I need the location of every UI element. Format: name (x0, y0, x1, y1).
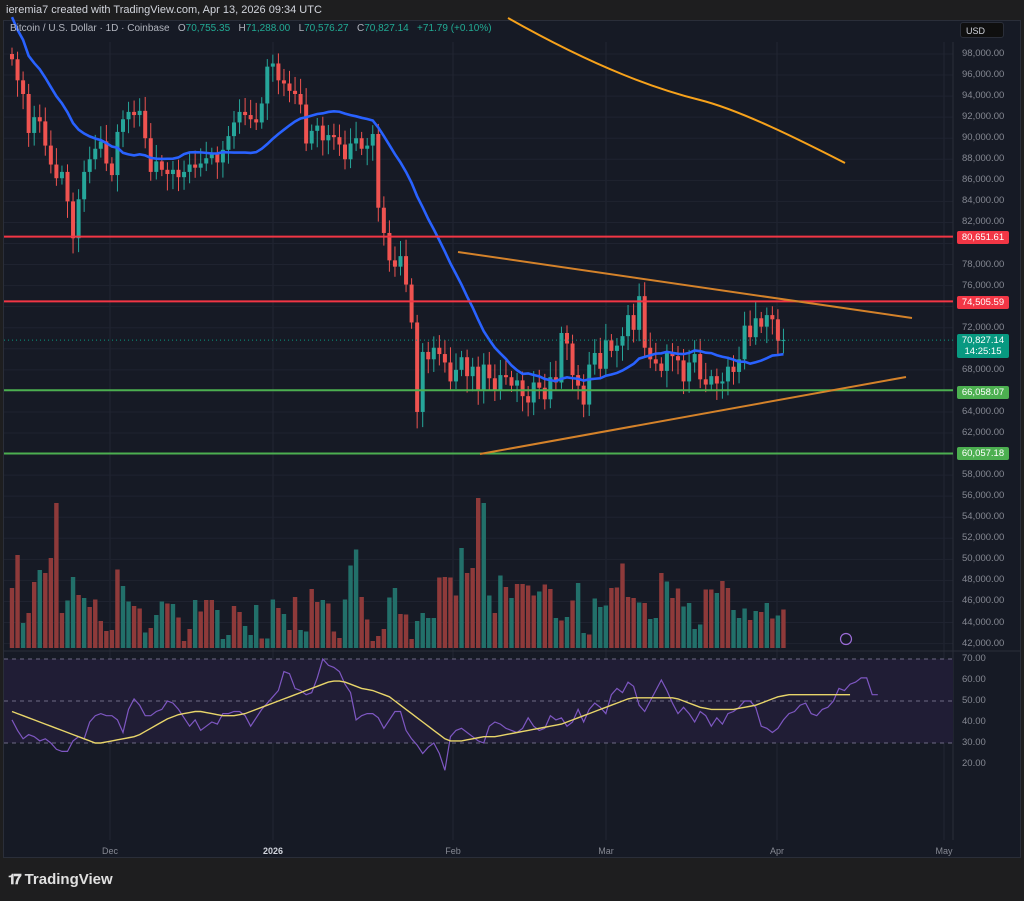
resistance-tag-2: 74,505.59 (957, 296, 1009, 309)
high-value: 71,288.00 (245, 23, 291, 34)
low-label: L (298, 23, 305, 34)
time-axis-label: 2026 (262, 846, 284, 856)
last-price-value: 70,827.14 (961, 335, 1005, 346)
rsi-axis-label: 50.00 (962, 695, 986, 706)
price-axis-label: 86,000.00 (962, 174, 1005, 186)
price-axis-label: 88,000.00 (962, 153, 1005, 165)
rsi-axis-label: 70.00 (962, 653, 986, 664)
price-axis-label: 72,000.00 (962, 321, 1005, 333)
price-axis-label: 68,000.00 (962, 363, 1005, 375)
price-axis-label: 96,000.00 (962, 69, 1005, 81)
time-axis-label: Mar (598, 846, 614, 856)
change-value: +71.79 (+0.10%) (417, 23, 492, 34)
price-axis-label: 84,000.00 (962, 195, 1005, 207)
tradingview-logo[interactable]: 𝟏𝟕 TradingView (8, 871, 113, 888)
tradingview-logo-icon: 𝟏𝟕 (8, 871, 22, 887)
symbol-name[interactable]: Bitcoin / U.S. Dollar · 1D · Coinbase (10, 23, 170, 34)
price-axis-label: 54,000.00 (962, 511, 1005, 523)
resistance-tag-1: 80,651.61 (957, 231, 1009, 244)
price-axis-label: 56,000.00 (962, 490, 1005, 502)
price-axis-label: 62,000.00 (962, 427, 1005, 438)
price-axis-label: 98,000.00 (962, 48, 1005, 59)
high-label: H (238, 23, 246, 34)
attribution-text: ieremia7 created with TradingView.com, A… (6, 4, 322, 16)
bar-countdown: 14:25:15 (964, 346, 1002, 357)
price-axis-label: 92,000.00 (962, 111, 1005, 123)
rsi-axis-label: 20.00 (962, 758, 986, 769)
price-axis-label: 94,000.00 (962, 90, 1005, 102)
open-label: O (177, 23, 186, 34)
time-axis-label: May (935, 846, 953, 856)
support-tag-2: 60,057.18 (957, 447, 1009, 460)
price-axis-label: 90,000.00 (962, 132, 1005, 144)
time-axis-label: Dec (101, 846, 119, 856)
close-value: 70,827.14 (364, 23, 409, 34)
price-axis-label: 46,000.00 (962, 595, 1005, 607)
price-axis-label: 42,000.00 (962, 637, 1005, 649)
brand-name: TradingView (24, 871, 113, 888)
price-axis-label: 64,000.00 (962, 405, 1005, 417)
symbol-legend: Bitcoin / U.S. Dollar · 1D · Coinbase O7… (10, 23, 492, 34)
price-axis-label: 78,000.00 (962, 258, 1005, 270)
price-axis-label: 82,000.00 (962, 216, 1005, 228)
rsi-axis-label: 60.00 (962, 674, 986, 685)
price-axis-label: 44,000.00 (962, 616, 1005, 628)
open-value: 70,755.35 (185, 23, 231, 34)
low-value: 70,576.27 (304, 23, 349, 34)
support-tag-1: 66,058.07 (957, 386, 1009, 399)
close-label: C (356, 23, 365, 34)
price-axis-label: 76,000.00 (962, 279, 1005, 291)
currency-button[interactable]: USD (960, 22, 1004, 38)
time-axis-label: Feb (445, 846, 461, 856)
rsi-axis-label: 30.00 (962, 737, 986, 748)
price-axis-label: 48,000.00 (962, 574, 1005, 586)
price-axis-label: 52,000.00 (962, 532, 1005, 544)
lightning-icon[interactable] (839, 632, 853, 646)
price-axis-label: 50,000.00 (962, 553, 1005, 565)
time-axis-label: Apr (769, 846, 785, 856)
last-price-tag: 70,827.14 14:25:15 (957, 334, 1009, 358)
price-axis-label: 58,000.00 (962, 469, 1005, 481)
rsi-axis-label: 40.00 (962, 716, 986, 727)
